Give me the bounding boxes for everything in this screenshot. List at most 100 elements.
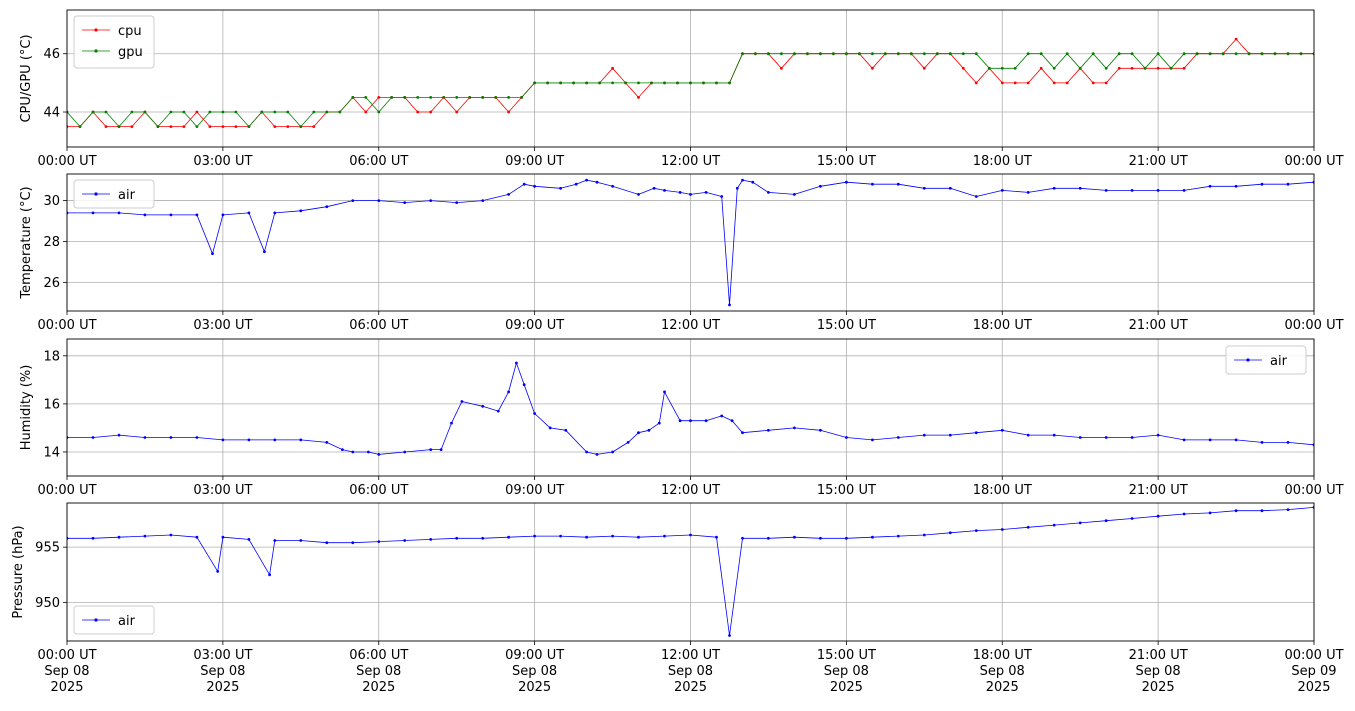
data-point-cpu: [1234, 37, 1238, 41]
data-point-air: [585, 535, 588, 539]
data-point-air: [611, 534, 614, 538]
data-point-air: [896, 534, 900, 538]
data-point-gpu: [1299, 52, 1303, 56]
data-point-gpu: [1026, 52, 1030, 56]
data-point-air: [1130, 189, 1134, 192]
data-point-air: [515, 361, 518, 365]
data-point-gpu: [1247, 52, 1251, 56]
x-tick-label: 21:00 UT: [1129, 483, 1188, 498]
data-point-gpu: [1039, 52, 1043, 56]
data-point-air: [678, 191, 682, 194]
series-air: [67, 361, 1314, 456]
data-point-air: [169, 533, 173, 537]
data-point-gpu: [1273, 52, 1277, 56]
data-point-air: [1260, 509, 1264, 513]
data-point-cpu: [1117, 66, 1121, 70]
data-point-air: [1130, 517, 1134, 520]
data-point-gpu: [91, 110, 95, 114]
data-point-cpu: [1130, 66, 1134, 70]
data-point-gpu: [689, 81, 692, 85]
data-point-air: [559, 534, 562, 538]
data-point-gpu: [130, 110, 134, 114]
data-point-gpu: [1078, 66, 1082, 70]
data-point-cpu: [1039, 66, 1043, 70]
data-point-gpu: [961, 52, 965, 56]
x-tick-label: 00:00 UT: [37, 483, 96, 498]
y-tick-label: 18: [43, 349, 60, 364]
data-point-gpu: [819, 52, 822, 56]
data-point-gpu: [624, 81, 627, 85]
data-point-air: [611, 450, 614, 454]
data-point-air: [325, 541, 329, 545]
data-point-air: [728, 634, 731, 637]
data-point-air: [715, 535, 718, 539]
data-point-air: [704, 419, 708, 423]
data-point-air: [377, 199, 381, 203]
data-point-air: [1104, 436, 1108, 439]
data-point-air: [221, 213, 225, 217]
data-point-gpu: [377, 110, 381, 114]
data-point-air: [1182, 189, 1186, 192]
x-tick-label: 18:00 UT: [973, 483, 1032, 498]
x-tick-label: 00:00 UT: [37, 318, 96, 333]
data-point-gpu: [234, 110, 238, 114]
x-tick-label: 00:00 UT Sep 08 2025: [37, 648, 96, 695]
data-point-air: [1260, 441, 1264, 444]
data-point-cpu: [961, 66, 965, 70]
data-point-air: [216, 570, 220, 573]
data-point-air: [559, 186, 562, 190]
data-point-air: [273, 438, 277, 442]
data-point-cpu: [1091, 81, 1095, 85]
data-point-gpu: [195, 125, 199, 128]
data-point-gpu: [1260, 52, 1264, 56]
data-point-cpu: [169, 125, 173, 128]
data-point-cpu: [1156, 66, 1160, 70]
data-point-air: [663, 189, 666, 192]
data-point-gpu: [1117, 52, 1121, 56]
data-point-air: [247, 438, 251, 442]
data-point-air: [819, 536, 822, 540]
legend-box: [73, 179, 155, 209]
x-tick-label: 03:00 UT: [193, 154, 252, 169]
data-point-cpu: [637, 96, 640, 99]
data-point-air: [548, 426, 552, 430]
panel-1: 44 46 00:00 UT 03:00 UT 06:00 UT 09:00 UT 12:0…: [19, 9, 1344, 169]
data-point-air: [1286, 508, 1290, 511]
data-point-air: [663, 390, 666, 394]
data-point-air: [751, 180, 755, 184]
data-point-air: [564, 428, 568, 432]
series-gpu: [67, 52, 1314, 128]
data-point-gpu: [325, 110, 329, 114]
data-point-air: [117, 211, 121, 215]
data-point-air: [819, 184, 822, 188]
data-point-gpu: [948, 52, 952, 56]
data-point-air: [793, 535, 796, 539]
panel-2: 26 28 30 00:00 UT 03:00 UT 06:00 UT 09:00 UT 12…: [19, 173, 1344, 333]
data-point-air: [263, 250, 266, 254]
data-point-gpu: [520, 96, 523, 99]
data-point-air: [450, 421, 453, 425]
data-point-air: [1104, 519, 1108, 523]
data-point-air: [481, 404, 485, 408]
data-point-air: [611, 184, 614, 188]
data-point-air: [974, 431, 978, 435]
data-point-air: [533, 412, 536, 415]
data-point-gpu: [286, 110, 290, 114]
data-point-air: [1286, 182, 1290, 186]
data-point-air: [793, 193, 796, 196]
data-point-air: [948, 531, 952, 535]
data-point-air: [948, 433, 952, 437]
x-tick-label: 00:00 UT: [1284, 154, 1343, 169]
data-point-air: [211, 252, 214, 256]
y-tick-label: 30: [43, 194, 60, 209]
legend-label-cpu: cpu: [118, 24, 142, 39]
data-point-air: [704, 191, 708, 194]
data-point-air: [169, 213, 173, 217]
x-tick-label: 12:00 UT: [661, 318, 720, 333]
x-tick-label: 12:00 UT Sep 08 2025: [661, 648, 720, 695]
legend: air: [1225, 345, 1307, 375]
data-point-air: [481, 536, 485, 540]
data-point-gpu: [1286, 52, 1290, 56]
data-point-gpu: [481, 96, 485, 99]
